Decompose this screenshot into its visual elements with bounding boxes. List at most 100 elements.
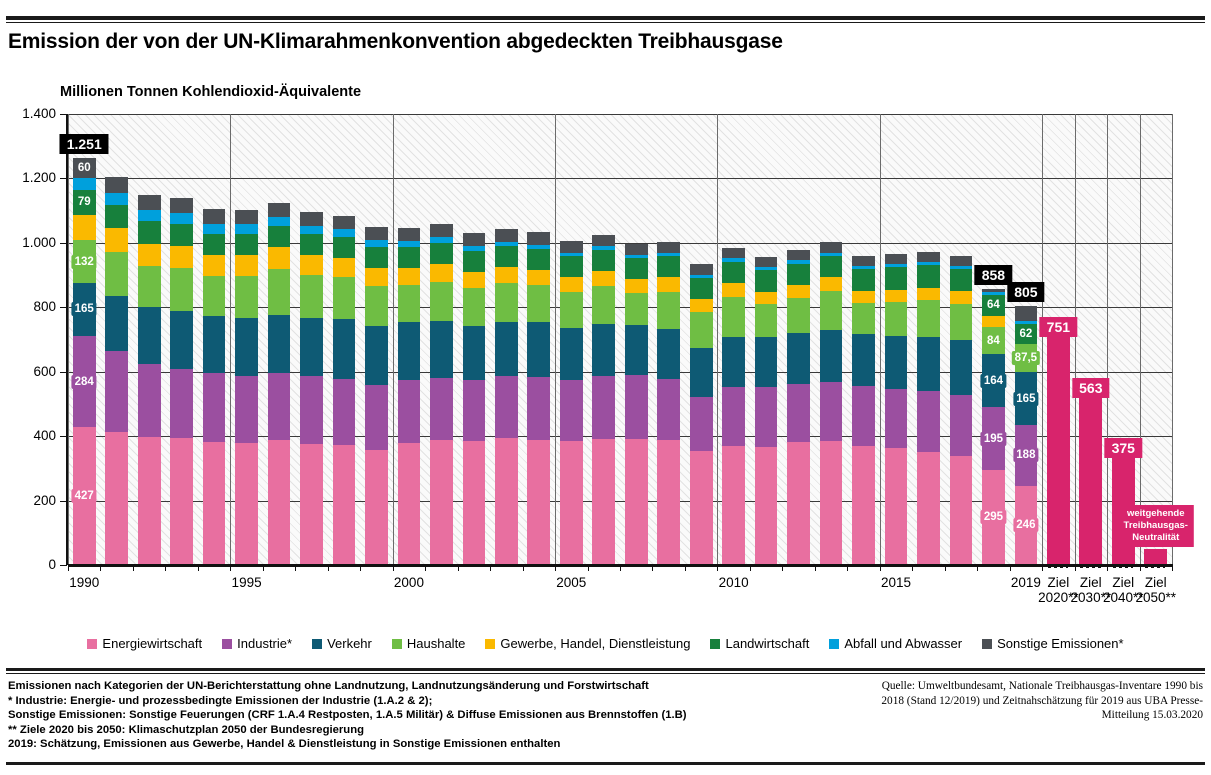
segment-value-label: 60: [74, 160, 94, 175]
legend-item-industrie-[interactable]: Industrie*: [222, 636, 292, 651]
bar-segment: [267, 372, 291, 441]
bar-segment: [884, 301, 908, 336]
bar-segment: [852, 266, 875, 270]
bar-2004[interactable]: [527, 232, 551, 565]
source-line: 2018 (Stand 12/2019) und Zeitnahschätzun…: [881, 694, 1203, 707]
bar-2006[interactable]: [592, 234, 616, 565]
bar-2017[interactable]: [949, 255, 973, 565]
bar-2018[interactable]: 295 195 164 84 64: [980, 288, 1006, 565]
target-dotted-marker: [1112, 565, 1134, 568]
legend-item-sonstige-emissionen-[interactable]: Sonstige Emissionen*: [982, 636, 1124, 651]
bar-1999[interactable]: [365, 227, 388, 565]
bar-segment: [202, 233, 226, 256]
x-axis-tick: [165, 564, 167, 571]
bar-segment: [202, 275, 226, 317]
target-bar-ziel-2030-[interactable]: [1079, 383, 1103, 565]
x-axis-label-line: 2015: [880, 575, 912, 590]
bar-2019[interactable]: 246 188 165 87,5 62: [1011, 305, 1041, 565]
legend-item-verkehr[interactable]: Verkehr: [312, 636, 372, 651]
bar-segment: [982, 292, 1005, 296]
bar-2003[interactable]: [494, 229, 518, 565]
bar-1997[interactable]: [300, 212, 323, 565]
bar-1992[interactable]: [137, 194, 161, 565]
target-bar-ziel-2020-[interactable]: [1046, 323, 1070, 565]
bar-2016[interactable]: [917, 252, 940, 565]
bar-segment: [852, 385, 875, 446]
bar-segment: 60: [72, 158, 96, 178]
x-axis-tick: [717, 564, 719, 571]
bar-1998[interactable]: [332, 215, 356, 565]
legend-item-energiewirtschaft[interactable]: Energiewirtschaft: [87, 636, 202, 651]
bar-1991[interactable]: [105, 176, 129, 565]
bar-segment: [267, 217, 291, 227]
legend-item-landwirtschaft[interactable]: Landwirtschaft: [710, 636, 809, 651]
bar-2002[interactable]: [462, 233, 486, 565]
chart-subtitle: Millionen Tonnen Kohlendioxid-Äquivalent…: [60, 84, 362, 100]
bar-segment: [527, 322, 551, 377]
x-axis-tick: [425, 564, 427, 571]
y-axis-label: 600: [33, 363, 56, 379]
bar-2014[interactable]: [852, 256, 875, 565]
top-rule-thin: [6, 22, 1205, 23]
bar-segment: [689, 312, 713, 348]
bar-segment: [267, 314, 291, 373]
neutrality-annotation-line: weitgehende: [1126, 507, 1185, 519]
legend-item-haushalte[interactable]: Haushalte: [391, 636, 465, 651]
x-axis-label: 1995: [232, 575, 262, 590]
y-axis-label: 800: [33, 299, 56, 315]
bar-segment: [754, 267, 778, 271]
bar-segment: [235, 210, 258, 225]
bar-segment: [787, 284, 810, 298]
bar-1995[interactable]: [235, 210, 258, 565]
bar-2010[interactable]: [722, 247, 745, 565]
bar-2012[interactable]: [787, 250, 810, 565]
bar-segment: [430, 281, 453, 322]
legend-swatch-icon: [312, 638, 323, 649]
target-value-badge: 563: [1072, 377, 1110, 398]
bar-1993[interactable]: [170, 198, 193, 565]
x-axis-tick: [847, 564, 849, 571]
bar-segment: [365, 240, 388, 248]
target-bar-ziel-2050-[interactable]: [1144, 548, 1168, 565]
legend-item-abfall-und-abwasser[interactable]: Abfall und Abwasser: [829, 636, 962, 651]
column-separator: [1074, 114, 1076, 565]
bar-segment: [170, 245, 193, 268]
bar-2005[interactable]: [559, 240, 583, 565]
bar-segment: [559, 327, 583, 380]
bar-segment: 195: [980, 407, 1006, 470]
bar-1996[interactable]: [267, 202, 291, 565]
bar-segment: [559, 252, 583, 257]
y-axis-tick: [60, 565, 67, 566]
x-axis-tick: [587, 564, 589, 571]
bar-1994[interactable]: [202, 209, 226, 565]
bar-segment: [332, 319, 356, 379]
bar-2001[interactable]: [430, 224, 453, 565]
bar-2009[interactable]: [689, 264, 713, 565]
segment-value-label: 79: [74, 195, 94, 210]
bar-segment: [689, 274, 713, 279]
bar-2015[interactable]: [884, 254, 908, 565]
bar-segment: [494, 267, 518, 284]
bar-segment: [430, 237, 453, 243]
bar-2013[interactable]: [819, 242, 843, 565]
segment-value-label: 132: [71, 254, 97, 269]
bar-segment: [332, 229, 356, 237]
segment-value-label: 188: [1013, 448, 1039, 463]
bar-2000[interactable]: [397, 227, 421, 565]
bar-2007[interactable]: [624, 244, 648, 565]
total-value-badge: 1.251: [59, 134, 109, 155]
bar-2008[interactable]: [657, 241, 681, 565]
bar-segment: [170, 198, 193, 214]
x-axis-tick: [490, 564, 492, 571]
bar-segment: [494, 438, 518, 565]
bar-segment: [657, 440, 681, 565]
bar-1990[interactable]: 427 284 165 132 79 60: [71, 158, 97, 565]
x-axis-label-line: 2000: [393, 575, 424, 590]
bar-segment: [494, 283, 518, 322]
bar-segment: [72, 177, 96, 190]
bar-segment: [917, 287, 940, 301]
bar-2011[interactable]: [754, 256, 778, 565]
bar-segment: [819, 440, 843, 565]
legend-item-gewerbe-handel-dienstleistung[interactable]: Gewerbe, Handel, Dienstleistung: [485, 636, 690, 651]
